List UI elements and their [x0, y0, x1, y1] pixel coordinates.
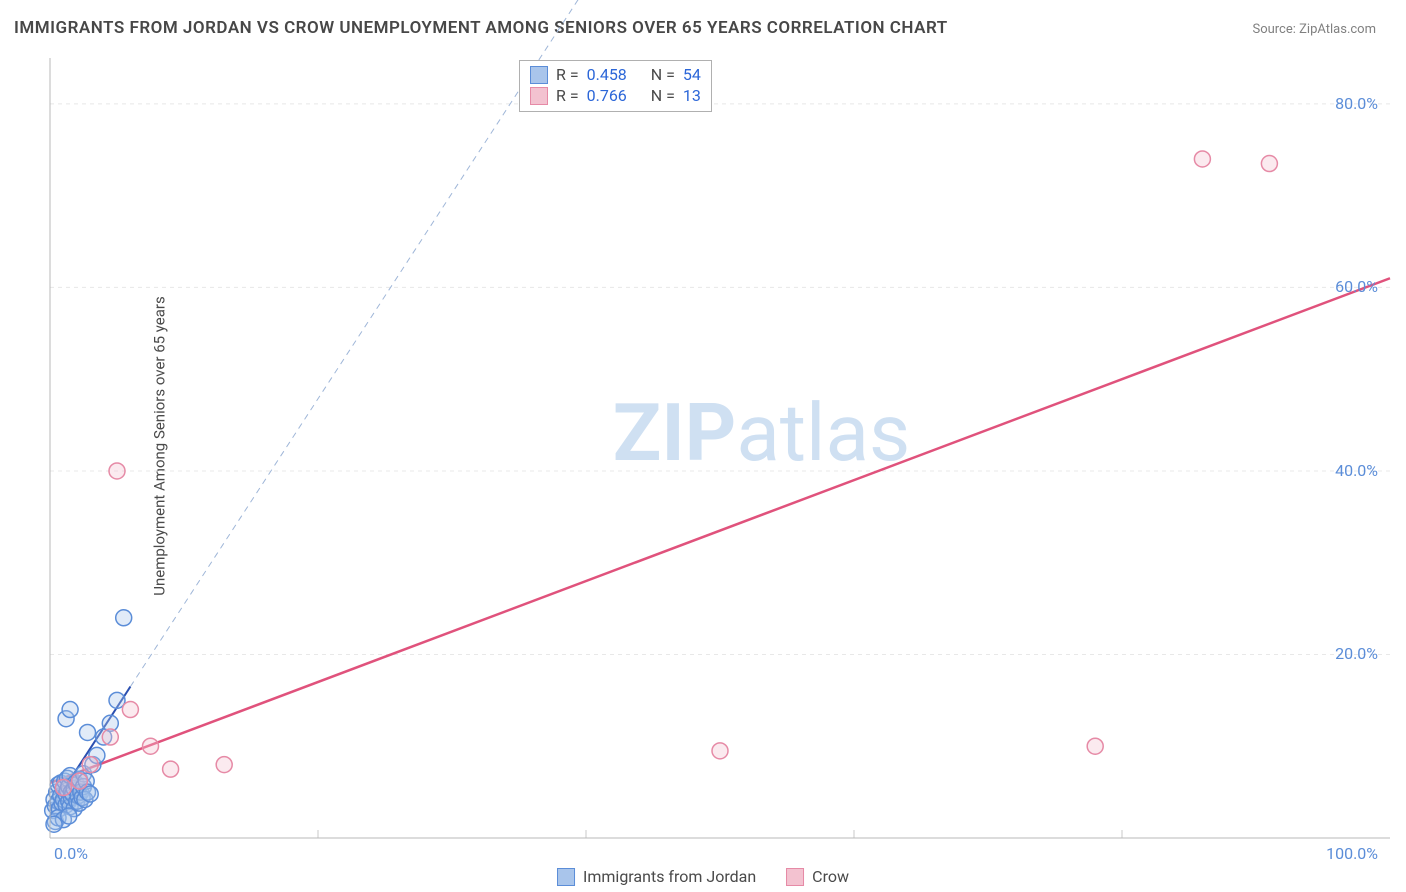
- legend-label: Immigrants from Jordan: [583, 867, 756, 886]
- legend-swatch: [557, 868, 575, 886]
- legend: Immigrants from Jordan Crow: [557, 867, 849, 886]
- stats-n-label: N =: [651, 65, 675, 84]
- stats-r-value: 0.766: [587, 86, 627, 105]
- correlation-stats-box: R = 0.458 N = 54 R = 0.766 N = 13: [519, 60, 712, 112]
- stats-n-value: 54: [683, 65, 701, 84]
- stats-n-label: N =: [651, 86, 675, 105]
- chart-title: IMMIGRANTS FROM JORDAN VS CROW UNEMPLOYM…: [14, 18, 948, 38]
- stats-row: R = 0.458 N = 54: [530, 65, 701, 84]
- y-tick-label: 60.0%: [1335, 277, 1378, 296]
- y-tick-label: 40.0%: [1335, 461, 1378, 480]
- y-tick-label: 80.0%: [1335, 94, 1378, 113]
- stats-swatch: [530, 87, 548, 105]
- x-tick-label: 100.0%: [1326, 844, 1378, 863]
- source-attribution: Source: ZipAtlas.com: [1252, 22, 1376, 37]
- y-tick-label: 20.0%: [1335, 644, 1378, 663]
- plot-area: ZIPatlas R =0.458 N = 54R =0.766 N = 13 …: [50, 58, 1390, 838]
- x-tick-label: 0.0%: [54, 844, 88, 863]
- stats-r-label: R =: [556, 65, 579, 84]
- chart-svg: [50, 58, 1390, 838]
- legend-label: Crow: [812, 867, 849, 886]
- stats-r-label: R =: [556, 86, 579, 105]
- legend-item: Crow: [786, 867, 849, 886]
- stats-swatch: [530, 66, 548, 84]
- legend-item: Immigrants from Jordan: [557, 867, 756, 886]
- stats-r-value: 0.458: [587, 65, 627, 84]
- legend-swatch: [786, 868, 804, 886]
- stats-row: R = 0.766 N = 13: [530, 86, 701, 105]
- stats-n-value: 13: [683, 86, 701, 105]
